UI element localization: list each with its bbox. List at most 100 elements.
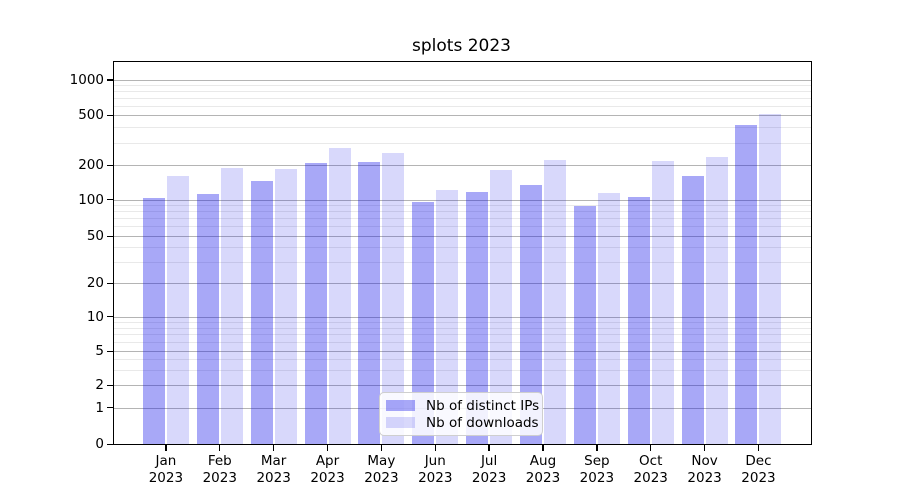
y-tick-label: 500 (78, 107, 104, 123)
y-tick-mark (107, 350, 113, 352)
gridline-major (114, 316, 811, 318)
y-tick-mark (107, 79, 113, 81)
y-tick-mark (107, 384, 113, 386)
spine-bottom (113, 444, 812, 446)
bar-distinct-ips-jan (142, 197, 165, 444)
gridline-minor (114, 205, 811, 207)
x-tick-label-jun: Jun 2023 (405, 453, 465, 486)
bar-downloads-dec (759, 114, 782, 444)
x-tick-label-year: 2023 (471, 469, 507, 486)
x-tick-label-year: 2023 (418, 469, 453, 486)
gridline-major (114, 115, 811, 116)
x-tick-mark (542, 445, 544, 452)
x-tick-label-sep: Sep 2023 (567, 453, 627, 486)
x-tick-mark (488, 445, 490, 452)
gridline-minor (114, 211, 811, 213)
gridline-major (114, 385, 811, 386)
y-tick-mark (107, 407, 113, 409)
x-tick-label-year: 2023 (687, 469, 722, 486)
gridline-minor (114, 321, 811, 323)
x-tick-mark (757, 445, 760, 452)
y-tick-mark (107, 164, 113, 166)
gridline-major (114, 79, 811, 81)
gridline-minor (114, 85, 811, 87)
bar-downloads-sep (597, 193, 620, 444)
x-tick-label-mar: Mar 2023 (244, 453, 304, 486)
spine-left (113, 61, 115, 446)
bar-distinct-ips-apr (304, 162, 327, 444)
bar-distinct-ips-sep (573, 205, 596, 444)
gridline-minor (114, 91, 811, 93)
x-tick-mark (703, 445, 706, 452)
bar-distinct-ips-feb (196, 194, 219, 444)
gridline-minor (114, 369, 811, 371)
bar-downloads-mar (274, 168, 297, 444)
gridline-major (114, 283, 811, 284)
bar-distinct-ips-aug (519, 184, 542, 444)
y-tick-mark (107, 282, 113, 284)
x-tick-label-apr: Apr 2023 (298, 453, 358, 486)
bar-downloads-apr (328, 147, 351, 444)
y-tick-mark (107, 199, 113, 201)
x-tick-label-year: 2023 (579, 469, 615, 486)
x-tick-mark (380, 445, 383, 452)
gridline-minor (114, 218, 811, 220)
y-tick-label: 5 (95, 343, 104, 359)
x-tick-label-aug: Aug 2023 (513, 453, 573, 486)
legend-swatch-distinct-ips (386, 400, 415, 411)
gridline-minor (114, 341, 811, 343)
bar-distinct-ips-dec (735, 125, 758, 444)
bar-downloads-nov (705, 157, 728, 444)
y-tick-mark (107, 443, 113, 445)
bar-downloads-feb (220, 167, 243, 444)
x-tick-label-feb: Feb 2023 (190, 453, 250, 486)
legend-label-downloads: Nb of downloads (426, 414, 539, 431)
y-tick-label: 0 (95, 436, 104, 452)
y-tick-label: 10 (86, 308, 104, 325)
bar-distinct-ips-jun (412, 202, 435, 444)
x-tick-mark (596, 445, 598, 452)
gridline-minor (114, 262, 811, 264)
x-tick-label-nov: Nov 2023 (675, 453, 735, 486)
x-tick-label-year: 2023 (256, 469, 291, 486)
gridline-minor (114, 334, 811, 336)
bar-downloads-jun (436, 189, 459, 444)
y-tick-label: 20 (86, 275, 104, 291)
x-tick-label-year: 2023 (741, 469, 776, 486)
gridline-minor (114, 359, 811, 361)
gridline-minor (114, 127, 811, 129)
x-tick-mark (326, 445, 329, 452)
x-tick-label-year: 2023 (364, 469, 399, 486)
gridline-minor (114, 142, 811, 144)
x-tick-label-year: 2023 (202, 469, 237, 486)
gridline-minor (114, 97, 811, 99)
x-tick-label-oct: Oct 2023 (621, 453, 681, 486)
legend-row-downloads: Nb of downloads (386, 415, 539, 431)
legend-row-distinct-ips: Nb of distinct IPs (386, 398, 539, 414)
gridline-major (114, 199, 811, 201)
gridline-major (114, 351, 811, 352)
bar-distinct-ips-nov (681, 176, 704, 444)
legend-label-distinct-ips: Nb of distinct IPs (426, 397, 540, 414)
bar-downloads-may (382, 152, 405, 444)
x-tick-mark (165, 445, 167, 452)
x-tick-mark (272, 445, 275, 452)
x-tick-label-year: 2023 (310, 469, 345, 486)
bar-downloads-jul (490, 170, 513, 444)
bar-distinct-ips-mar (250, 180, 273, 444)
x-tick-mark (434, 445, 436, 452)
bar-downloads-oct (651, 161, 674, 444)
chart-title: splots 2023 (412, 36, 511, 56)
x-tick-label-year: 2023 (633, 469, 668, 486)
legend-swatch-downloads (386, 417, 415, 428)
bar-distinct-ips-jul (466, 192, 489, 444)
x-tick-label-jan: Jan 2023 (136, 453, 196, 486)
x-tick-label-may: May 2023 (351, 453, 411, 486)
y-tick-label: 200 (78, 157, 104, 173)
y-tick-label: 100 (78, 191, 104, 208)
gridline-minor (114, 226, 811, 228)
y-tick-label: 1000 (69, 71, 104, 88)
y-tick-label: 1 (95, 399, 104, 416)
bar-distinct-ips-oct (627, 196, 650, 444)
